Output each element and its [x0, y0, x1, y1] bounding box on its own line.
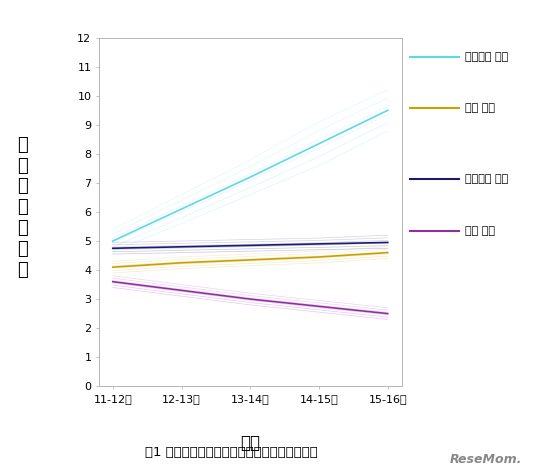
ロンドン 男子 — [316, 241, 322, 247]
ロンドン 女子 — [109, 238, 116, 244]
東京 男子 — [178, 287, 185, 293]
Text: 図1 ロンドンと東京の若者の抑うつ症状の軌跡: 図1 ロンドンと東京の若者の抑うつ症状の軌跡 — [145, 446, 317, 459]
ロンドン 女子 — [384, 107, 391, 113]
ロンドン 男子 — [384, 240, 391, 245]
Line: ロンドン 男子: ロンドン 男子 — [113, 243, 388, 248]
東京 女子 — [178, 260, 185, 266]
東京 女子 — [384, 250, 391, 255]
Text: ReseMom.: ReseMom. — [450, 453, 522, 466]
東京 男子 — [247, 296, 254, 302]
Text: ロンドン 女子: ロンドン 女子 — [465, 51, 508, 62]
Line: 東京 男子: 東京 男子 — [113, 282, 388, 314]
Text: 東京 男子: 東京 男子 — [465, 226, 495, 236]
Text: 抑
う
つ
症
状
得
点: 抑 う つ 症 状 得 点 — [16, 136, 28, 279]
Line: 東京 女子: 東京 女子 — [113, 252, 388, 267]
東京 女子 — [109, 264, 116, 270]
ロンドン 女子 — [247, 174, 254, 180]
Text: ロンドン 男子: ロンドン 男子 — [465, 174, 508, 184]
Line: ロンドン 女子: ロンドン 女子 — [113, 110, 388, 241]
ロンドン 男子 — [247, 243, 254, 248]
ロンドン 女子 — [178, 206, 185, 212]
ロンドン 女子 — [316, 141, 322, 146]
東京 女子 — [316, 254, 322, 260]
東京 女子 — [247, 257, 254, 263]
東京 男子 — [384, 311, 391, 317]
東京 男子 — [109, 279, 116, 284]
東京 男子 — [316, 303, 322, 309]
Text: 年齢: 年齢 — [240, 434, 260, 452]
Text: 東京 女子: 東京 女子 — [465, 103, 495, 114]
ロンドン 男子 — [178, 244, 185, 250]
ロンドン 男子 — [109, 245, 116, 251]
